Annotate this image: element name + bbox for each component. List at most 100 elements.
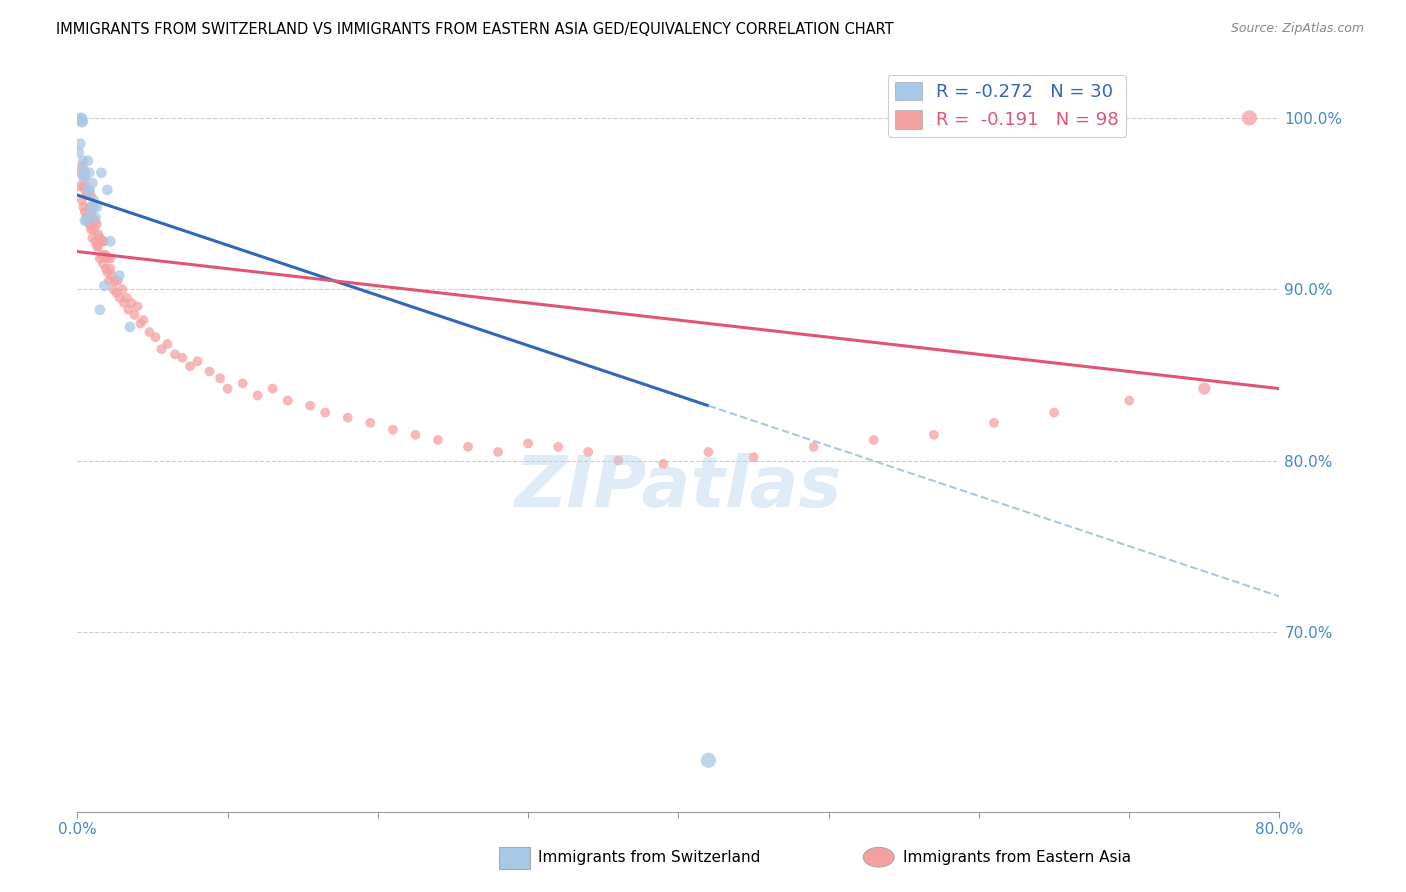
- Point: [179, 359, 201, 374]
- Point: [517, 436, 540, 450]
- Point: [359, 416, 381, 430]
- Point: [70, 111, 93, 125]
- Point: [80, 188, 103, 202]
- Point: [67, 145, 90, 160]
- Point: [86, 200, 108, 214]
- Circle shape: [863, 847, 894, 867]
- Point: [82, 231, 104, 245]
- Point: [187, 354, 209, 368]
- Point: [86, 239, 108, 253]
- Point: [94, 248, 117, 262]
- Point: [100, 234, 122, 248]
- Point: [108, 291, 131, 305]
- Point: [94, 261, 117, 276]
- Point: [97, 274, 120, 288]
- Point: [76, 153, 98, 168]
- Point: [83, 200, 105, 214]
- Point: [79, 217, 101, 231]
- Point: [100, 252, 122, 266]
- Point: [79, 183, 101, 197]
- Point: [132, 313, 155, 327]
- Point: [76, 188, 98, 202]
- Point: [156, 337, 179, 351]
- Point: [70, 114, 93, 128]
- Point: [129, 317, 152, 331]
- Point: [547, 440, 569, 454]
- Point: [742, 450, 765, 464]
- Text: Immigrants from Switzerland: Immigrants from Switzerland: [538, 850, 761, 865]
- Point: [84, 234, 107, 248]
- Point: [697, 445, 720, 459]
- Point: [172, 351, 194, 365]
- Point: [75, 188, 97, 202]
- Point: [80, 205, 103, 219]
- Point: [69, 111, 91, 125]
- Point: [124, 308, 146, 322]
- Point: [70, 193, 93, 207]
- Point: [1239, 111, 1261, 125]
- Point: [100, 261, 122, 276]
- Point: [108, 268, 131, 283]
- Point: [82, 176, 104, 190]
- Text: ZIPatlas: ZIPatlas: [515, 453, 842, 522]
- Point: [90, 248, 112, 262]
- Point: [82, 200, 104, 214]
- Point: [80, 205, 103, 219]
- Point: [427, 433, 450, 447]
- Point: [72, 179, 94, 194]
- Point: [198, 364, 221, 378]
- Point: [82, 211, 104, 225]
- Point: [336, 410, 359, 425]
- Point: [111, 282, 134, 296]
- Point: [73, 205, 96, 219]
- Point: [103, 282, 125, 296]
- Point: [697, 753, 720, 767]
- Point: [73, 166, 96, 180]
- Point: [104, 274, 127, 288]
- Point: [73, 183, 96, 197]
- Point: [96, 183, 118, 197]
- Point: [209, 371, 232, 385]
- Point: [84, 213, 107, 227]
- Point: [73, 170, 96, 185]
- Point: [96, 265, 118, 279]
- Point: [93, 248, 115, 262]
- Point: [299, 399, 322, 413]
- Point: [652, 457, 675, 471]
- Point: [277, 393, 299, 408]
- Point: [80, 222, 103, 236]
- Point: [862, 433, 884, 447]
- Point: [89, 252, 111, 266]
- Point: [107, 274, 129, 288]
- Text: Immigrants from Eastern Asia: Immigrants from Eastern Asia: [903, 850, 1130, 864]
- Point: [83, 222, 105, 236]
- Point: [84, 211, 107, 225]
- Point: [70, 159, 93, 173]
- Point: [91, 234, 114, 248]
- Point: [70, 114, 93, 128]
- Point: [922, 428, 945, 442]
- Point: [105, 285, 128, 300]
- FancyBboxPatch shape: [499, 847, 530, 869]
- Point: [79, 166, 101, 180]
- Point: [75, 213, 97, 227]
- Point: [76, 213, 98, 227]
- Point: [75, 179, 97, 194]
- Point: [87, 227, 110, 242]
- Point: [72, 170, 94, 185]
- Point: [69, 136, 91, 151]
- Point: [83, 193, 105, 207]
- Point: [112, 296, 135, 310]
- Point: [576, 445, 599, 459]
- Point: [69, 166, 91, 180]
- Point: [217, 382, 239, 396]
- Point: [79, 200, 101, 214]
- Point: [607, 453, 630, 467]
- Point: [381, 423, 404, 437]
- Point: [93, 278, 115, 293]
- Point: [86, 217, 108, 231]
- Point: [72, 162, 94, 177]
- Point: [75, 211, 97, 225]
- Point: [457, 440, 479, 454]
- Point: [73, 213, 96, 227]
